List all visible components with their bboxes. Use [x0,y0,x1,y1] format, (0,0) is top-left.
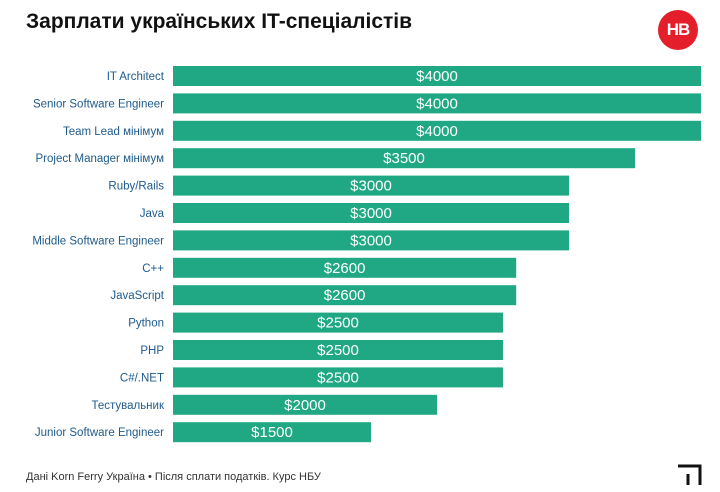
bar [173,367,503,388]
category-label: IT Architect [107,71,165,83]
bar [173,340,503,360]
category-label: Ruby/Rails [108,181,164,193]
category-label: Team Lead мінімум [63,126,164,138]
bar [173,257,517,278]
value-label: $2500 [317,342,359,359]
category-label: JavaScript [110,290,164,302]
value-label: $4000 [416,68,458,85]
category-label: Senior Software Engineer [33,98,164,110]
bar-chart: IT Architect $4000 Senior Software Enginee… [32,66,701,443]
category-label: Тестувальник [91,400,165,412]
value-label: $2500 [317,369,359,386]
value-label: $4000 [416,95,458,112]
bar [173,422,371,443]
bar [173,175,569,196]
value-label: $2500 [317,315,359,332]
category-label: PHP [140,345,164,357]
bar [173,394,437,415]
bar [173,66,701,86]
bar [173,312,503,333]
bar [173,285,517,306]
corner-bracket-icon [678,464,702,485]
value-label: $2000 [284,397,326,414]
bar [173,203,569,223]
bar [173,148,635,169]
bar [173,230,569,251]
value-label: $3000 [350,232,392,249]
category-label: Java [140,208,165,220]
nv-logo: НВ [658,10,698,50]
value-label: $2600 [324,260,366,277]
chart-title: Зарплати українських IT-спеціалістів [26,10,413,33]
value-label: $1500 [251,424,293,441]
value-label: $4000 [416,123,458,140]
category-label: C#/.NET [120,372,164,384]
value-label: $3500 [383,150,425,167]
category-label: Project Manager мінімум [36,153,165,165]
bar [173,93,701,114]
value-label: $3000 [350,205,392,222]
category-label: Middle Software Engineer [32,235,164,247]
source-note: Дані Korn Ferry Україна • Після сплати п… [26,471,321,483]
value-label: $2600 [324,287,366,304]
category-label: C++ [142,263,164,275]
category-label: Python [128,318,164,330]
bar [173,120,701,141]
logo-text: НВ [666,20,691,39]
category-label: Junior Software Engineer [35,427,164,439]
value-label: $3000 [350,178,392,195]
